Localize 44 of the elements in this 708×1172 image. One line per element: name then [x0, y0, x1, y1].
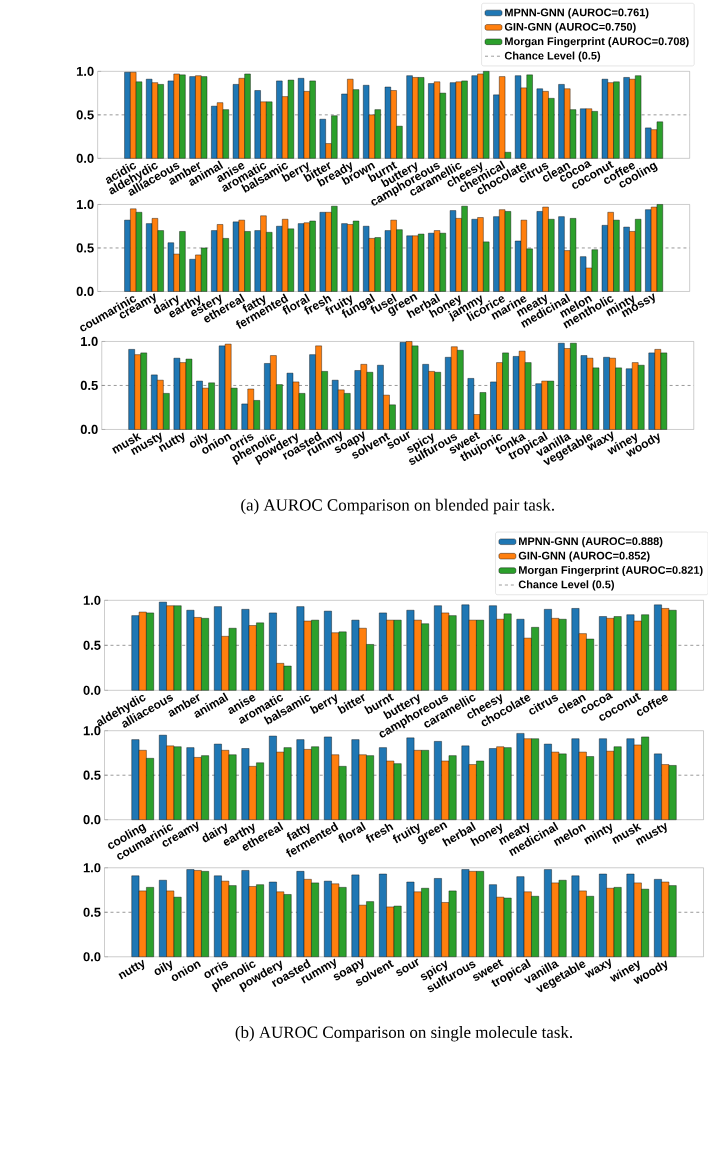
y-tick-label: 0.5 [83, 770, 101, 780]
legend-label: MPNN-GNN (AUROC=0.888) [518, 537, 663, 548]
text: (b) AUROC Comparison on single molecule task. [235, 1026, 572, 1042]
text: (a) AUROC Comparison on blended pair task. [241, 498, 554, 515]
y-tick-label: 0.0 [80, 424, 98, 435]
legend-label: Morgan Fingerprint (AUROC=0.821) [518, 565, 703, 577]
y-tick-label: 0.0 [83, 815, 101, 825]
bar [579, 256, 587, 292]
bar [645, 127, 652, 159]
legend-label: MPNN-GNN (AUROC=0.761) [504, 8, 649, 19]
y-tick-label: 1.0 [80, 336, 98, 347]
bar [341, 223, 348, 292]
y-tick-label: 0.0 [76, 153, 94, 163]
y-tick-label: 0.0 [83, 952, 101, 962]
y-tick-label: 0.5 [83, 907, 101, 917]
bar [645, 209, 652, 292]
legend-label: GIN-GNN (AUROC=0.750) [504, 22, 636, 33]
legend-label: Chance Level (0.5) [518, 580, 614, 591]
x-tick-label: waxy [584, 958, 611, 978]
y-tick-label: 0.0 [76, 286, 94, 297]
y-tick-label: 1.0 [83, 595, 101, 605]
x-tick-label: nutty [118, 959, 145, 980]
y-tick-label: 0.5 [83, 640, 101, 650]
y-tick-label: 1.0 [83, 863, 101, 873]
bar [362, 85, 370, 159]
legend-label: GIN-GNN (AUROC=0.852) [518, 551, 650, 562]
x-tick-label: berry [309, 694, 338, 715]
y-tick-label: 1.0 [76, 66, 94, 76]
legend-label: Morgan Fingerprint (AUROC=0.708) [504, 37, 689, 48]
y-tick-label: 1.0 [83, 726, 101, 736]
x-tick-label: fresh [365, 823, 394, 843]
x-tick-label: citrus [529, 695, 558, 715]
y-tick-label: 0.5 [76, 243, 94, 253]
bar [276, 80, 283, 159]
legend-label: Chance Level (0.5) [504, 51, 600, 62]
x-tick-label: bitter [337, 694, 365, 715]
y-tick-label: 0.5 [76, 110, 94, 120]
y-tick-label: 0.5 [80, 380, 98, 391]
y-tick-label: 0.0 [83, 685, 101, 695]
x-tick-label: onion [171, 961, 201, 981]
y-tick-label: 1.0 [76, 199, 94, 210]
x-tick-label: sour [396, 958, 419, 977]
x-tick-label: fruity [392, 823, 420, 844]
x-tick-label: oily [154, 960, 172, 976]
